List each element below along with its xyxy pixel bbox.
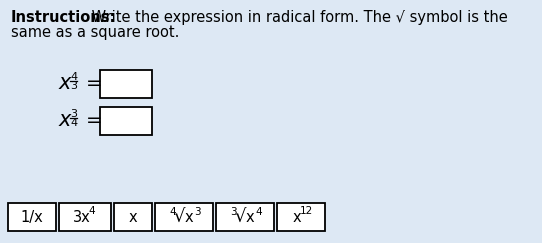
Text: 1/x: 1/x xyxy=(21,209,43,225)
Text: =: = xyxy=(86,111,102,130)
Text: 12: 12 xyxy=(299,206,313,216)
Text: x: x xyxy=(293,209,301,225)
Text: √: √ xyxy=(234,208,246,226)
FancyBboxPatch shape xyxy=(100,70,152,98)
FancyBboxPatch shape xyxy=(114,203,152,231)
FancyBboxPatch shape xyxy=(59,203,111,231)
Text: Instructions:: Instructions: xyxy=(11,10,117,25)
Text: 4: 4 xyxy=(70,72,77,82)
FancyBboxPatch shape xyxy=(100,107,152,135)
Text: 4: 4 xyxy=(255,207,262,217)
FancyBboxPatch shape xyxy=(216,203,274,231)
Text: √: √ xyxy=(173,208,184,226)
FancyBboxPatch shape xyxy=(277,203,325,231)
Text: $x$: $x$ xyxy=(58,110,73,130)
Text: Write the expression in radical form. The √ symbol is the: Write the expression in radical form. Th… xyxy=(87,10,508,25)
Text: x: x xyxy=(128,209,137,225)
Text: 3: 3 xyxy=(194,207,201,217)
Text: 3x: 3x xyxy=(73,209,91,225)
Text: same as a square root.: same as a square root. xyxy=(11,25,179,40)
Text: $x$: $x$ xyxy=(58,73,73,93)
Text: 3: 3 xyxy=(70,109,77,119)
Text: x: x xyxy=(246,209,255,225)
Text: x: x xyxy=(185,209,193,225)
Text: =: = xyxy=(86,73,102,93)
Text: 4: 4 xyxy=(89,206,95,216)
FancyBboxPatch shape xyxy=(155,203,213,231)
Text: 4: 4 xyxy=(70,118,77,128)
Text: 3: 3 xyxy=(230,207,237,217)
FancyBboxPatch shape xyxy=(8,203,56,231)
Text: 3: 3 xyxy=(70,81,77,91)
Text: 4: 4 xyxy=(169,207,176,217)
